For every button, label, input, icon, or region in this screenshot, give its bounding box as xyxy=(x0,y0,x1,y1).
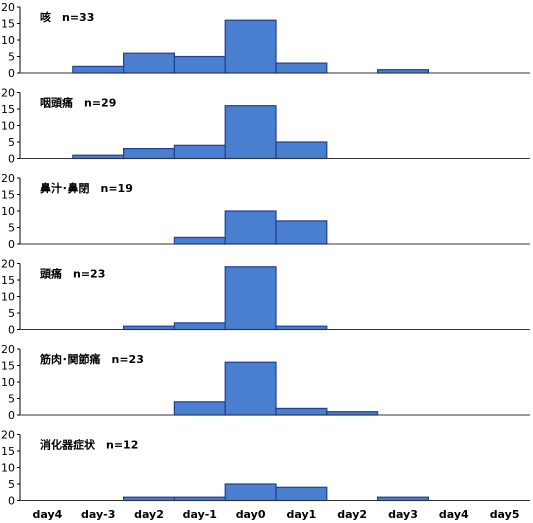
x-tick-label: day0 xyxy=(236,508,266,521)
y-tick-label: 5 xyxy=(8,51,15,64)
panel-3: 0 5 10 15 20 頭痛 n=23 xyxy=(1,258,530,337)
bar-day-3 xyxy=(72,65,125,74)
y-tick-label: 15 xyxy=(1,18,15,31)
x-tick-label: day4 xyxy=(33,508,63,521)
y-tick-label: 5 xyxy=(8,222,15,235)
y-tick-label: 5 xyxy=(8,478,15,491)
y-tick-label: 0 xyxy=(8,153,15,166)
bar-day1 xyxy=(275,141,328,160)
y-tick-label: 20 xyxy=(1,1,15,14)
panel-title: 咽頭痛 n=29 xyxy=(40,96,116,110)
panel-title: 筋肉･関節痛 n=23 xyxy=(39,352,144,366)
y-tick-label: 10 xyxy=(1,34,15,47)
y-tick-label: 15 xyxy=(1,360,15,373)
x-tick-labels: day4 day-3 day2 day-1 day0 day1 day2 day3 day4 da… xyxy=(33,508,520,521)
y-tick-label: 5 xyxy=(8,136,15,149)
x-tick-label: day1 xyxy=(287,508,317,521)
y-tick-label: 20 xyxy=(1,172,15,185)
x-tick-label: day2 xyxy=(337,508,367,521)
x-tick-label: day-3 xyxy=(81,508,115,521)
bar-day2 xyxy=(122,148,175,160)
y-tick-label: 10 xyxy=(1,291,15,304)
x-tick-label: day3 xyxy=(388,508,418,521)
bar-day1 xyxy=(275,220,328,245)
y-tick-label: 15 xyxy=(1,445,15,458)
bar-day0 xyxy=(224,266,277,331)
panel-1: 0 5 10 15 20 咽頭痛 n=29 xyxy=(1,87,530,166)
bar-day0 xyxy=(224,361,277,416)
panel-title: 咳 n=33 xyxy=(40,10,94,24)
y-tick-label: 10 xyxy=(1,462,15,475)
y-tick-label: 15 xyxy=(1,274,15,287)
x-tick-label: day2 xyxy=(134,508,164,521)
panel-5: 0 5 10 15 20 消化器症状 n=12 xyxy=(1,429,530,508)
y-tick-label: 20 xyxy=(1,429,15,442)
x-tick-label: day5 xyxy=(490,508,520,521)
bar-day0 xyxy=(224,210,277,245)
bar-day-1 xyxy=(173,322,226,331)
y-tick-label: 0 xyxy=(8,409,15,422)
y-tick-label: 15 xyxy=(1,103,15,116)
y-tick-label: 15 xyxy=(1,189,15,202)
panel-2: 0 5 10 15 20 鼻汁･鼻閉 n=19 xyxy=(1,172,530,251)
bar-day0 xyxy=(224,105,277,160)
y-tick-label: 20 xyxy=(1,87,15,100)
y-tick-label: 10 xyxy=(1,205,15,218)
bar-day0 xyxy=(224,483,277,502)
panel-title: 消化器症状 n=12 xyxy=(40,438,138,452)
y-tick-label: 20 xyxy=(1,258,15,271)
y-tick-label: 0 xyxy=(8,495,15,508)
bar-day-1 xyxy=(173,144,226,160)
y-tick-label: 5 xyxy=(8,307,15,320)
x-tick-label: day-1 xyxy=(183,508,217,521)
panel-title: 鼻汁･鼻閉 n=19 xyxy=(40,181,133,195)
y-tick-label: 0 xyxy=(8,67,15,80)
y-tick-label: 5 xyxy=(8,393,15,406)
panel-title: 頭痛 n=23 xyxy=(40,267,105,281)
panel-0: 0 5 10 15 20 咳 n=33 xyxy=(1,1,530,80)
bar-day1 xyxy=(275,407,328,416)
y-tick-label: 0 xyxy=(8,324,15,337)
bar-day2 xyxy=(122,52,175,74)
bar-day1 xyxy=(275,62,328,74)
panel-4: 0 5 10 15 20 筋肉･関節痛 n=23 xyxy=(1,343,530,422)
y-tick-label: 0 xyxy=(8,238,15,251)
bar-day-1 xyxy=(173,55,226,74)
bar-day0 xyxy=(224,19,277,74)
x-tick-label: day4 xyxy=(439,508,469,521)
y-tick-label: 10 xyxy=(1,376,15,389)
bar-day1 xyxy=(275,486,328,502)
bar-day-1 xyxy=(173,236,226,245)
y-tick-label: 10 xyxy=(1,120,15,133)
y-tick-label: 20 xyxy=(1,343,15,356)
bar-day-1 xyxy=(173,401,226,416)
